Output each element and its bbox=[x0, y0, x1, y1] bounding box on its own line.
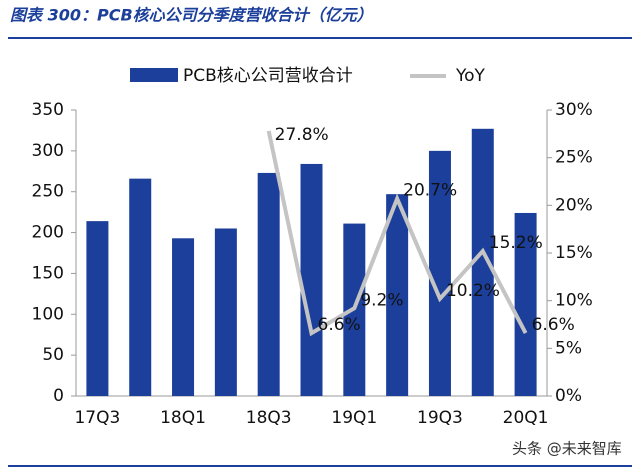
bar bbox=[386, 194, 409, 396]
bar bbox=[471, 128, 494, 396]
y2-tick-label: 25% bbox=[555, 148, 593, 168]
y-tick-label: 200 bbox=[32, 223, 64, 243]
bar bbox=[257, 172, 280, 396]
data-label: 6.6% bbox=[532, 315, 575, 335]
x-tick-label: 18Q1 bbox=[160, 408, 206, 428]
y2-tick-label: 0% bbox=[555, 386, 582, 406]
watermark: 头条 @未来智库 bbox=[512, 440, 622, 458]
yoy-line bbox=[266, 130, 528, 337]
y2-tick-label: 15% bbox=[555, 243, 593, 263]
y2-tick-label: 20% bbox=[555, 195, 593, 215]
bar bbox=[300, 163, 323, 396]
y-tick-label: 0 bbox=[53, 386, 64, 406]
bar bbox=[514, 212, 537, 396]
legend-label: PCB核心公司营收合计 bbox=[183, 66, 353, 86]
data-label: 10.2% bbox=[446, 281, 500, 301]
y-tick-label: 150 bbox=[32, 263, 64, 283]
y2-tick-label: 30% bbox=[555, 100, 593, 120]
bar bbox=[172, 238, 195, 396]
data-label: 27.8% bbox=[275, 125, 329, 145]
x-tick-label: 20Q1 bbox=[503, 408, 549, 428]
y-tick-label: 100 bbox=[32, 304, 64, 324]
x-tick-label: 18Q3 bbox=[246, 408, 292, 428]
y2-tick-label: 5% bbox=[555, 338, 582, 358]
x-tick-label: 19Q3 bbox=[417, 408, 463, 428]
data-label: 9.2% bbox=[360, 290, 403, 310]
legend-label: YoY bbox=[455, 66, 486, 86]
bar bbox=[86, 221, 109, 396]
bar bbox=[129, 178, 152, 396]
legend-swatch bbox=[130, 68, 178, 82]
y-tick-label: 50 bbox=[42, 345, 64, 365]
y-tick-label: 250 bbox=[32, 182, 64, 202]
x-tick-label: 19Q1 bbox=[331, 408, 377, 428]
data-label: 20.7% bbox=[403, 181, 457, 201]
x-tick-label: 17Q3 bbox=[74, 408, 120, 428]
y-tick-label: 350 bbox=[32, 100, 64, 120]
y2-tick-label: 10% bbox=[555, 291, 593, 311]
data-label: 15.2% bbox=[489, 233, 543, 253]
chart-title: 图表 300：PCB核心公司分季度营收合计（亿元） bbox=[10, 6, 373, 25]
y-tick-label: 300 bbox=[32, 141, 64, 161]
bar bbox=[428, 150, 451, 396]
bar bbox=[214, 228, 237, 396]
data-label: 6.6% bbox=[318, 315, 361, 335]
